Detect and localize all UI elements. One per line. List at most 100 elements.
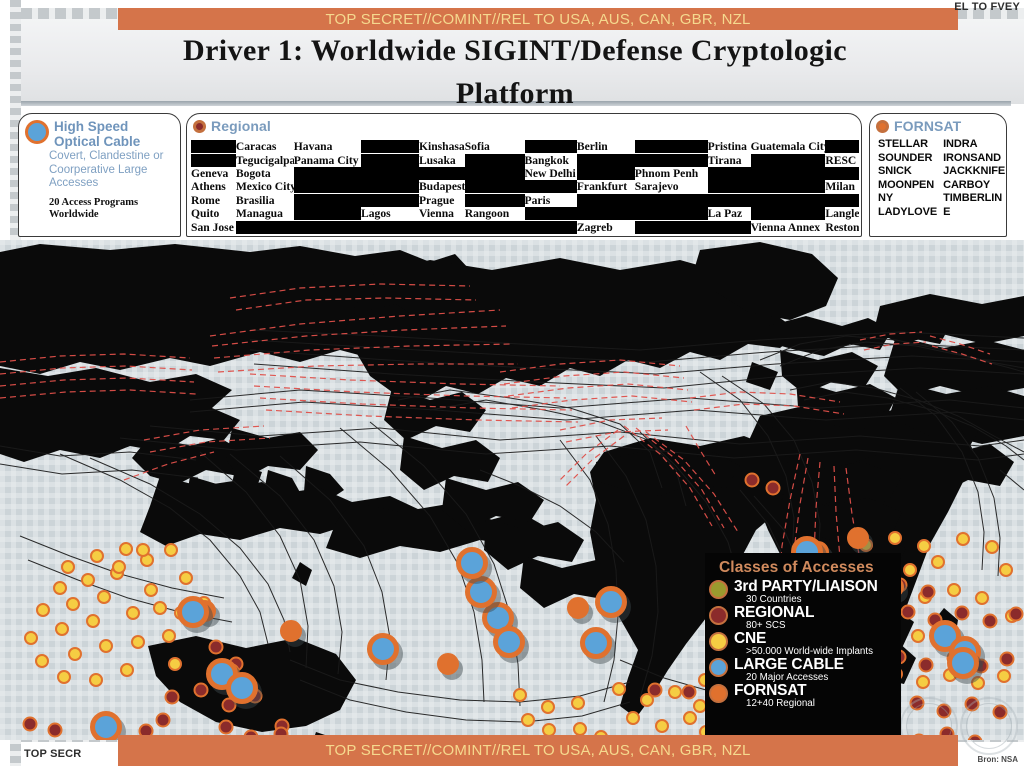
map-node-large-cable xyxy=(947,647,979,679)
map-node-regional xyxy=(1008,606,1024,622)
regional-box-header: Regional xyxy=(187,114,861,135)
legend-item: LARGE CABLE 20 Major Accesses xyxy=(705,657,901,683)
regional-dot-icon xyxy=(193,119,206,133)
map-node-regional xyxy=(765,480,781,496)
regional-site-grid: Caracas Havana Kinshasa Sofia Berlin Prist… xyxy=(191,140,859,235)
regional-site-name: Bogota xyxy=(235,166,271,180)
map-node-large-cable xyxy=(367,633,399,665)
regional-site-name: Mexico City xyxy=(235,180,294,194)
legend-dot-icon xyxy=(709,632,728,651)
regional-site-name: Berlin xyxy=(576,140,608,154)
map-node-regional xyxy=(918,657,934,673)
map-node-cne xyxy=(971,676,985,690)
map-node-cne xyxy=(571,696,585,710)
legend-item-label: CNE xyxy=(734,630,767,647)
map-node-cne xyxy=(975,591,989,605)
regional-row: San Jose Zagreb Vienna Annex Reston xyxy=(191,220,859,234)
map-node-cne xyxy=(999,563,1013,577)
map-node-cne xyxy=(81,573,95,587)
map-node-fornsat xyxy=(567,597,589,619)
map-node-cne xyxy=(57,670,71,684)
map-node-cne xyxy=(612,682,626,696)
regional-row: Rome Brasilia Prague Paris xyxy=(191,193,859,207)
map-node-cne xyxy=(89,673,103,687)
map-node-cne xyxy=(99,639,113,653)
map-node-cne xyxy=(119,542,133,556)
map-node-large-cable xyxy=(90,711,122,740)
legend-item-sublabel: 30 Countries xyxy=(746,594,802,605)
redacted-site-name xyxy=(191,140,236,154)
legend-dot-icon xyxy=(709,684,728,703)
map-node-regional xyxy=(900,604,916,620)
redacted-site-name xyxy=(293,180,362,194)
map-node-fornsat xyxy=(847,527,869,549)
regional-row: Athens Mexico City Budapest Frankfurt Sara… xyxy=(191,180,859,194)
redacted-site-name xyxy=(235,220,294,234)
top-right-classification-fragment: EL TO FVEY xyxy=(954,1,1020,13)
regional-site-name: Milan xyxy=(825,180,855,194)
redacted-site-name xyxy=(707,180,751,194)
redacted-site-name xyxy=(361,166,419,180)
map-node-regional xyxy=(647,682,663,698)
redacted-site-name xyxy=(576,166,635,180)
regional-site-name: New Delhi xyxy=(524,166,576,180)
map-node-cne xyxy=(126,606,140,620)
redacted-site-name xyxy=(293,207,362,221)
redacted-site-name xyxy=(750,207,826,221)
map-node-cne xyxy=(61,560,75,574)
map-node-regional xyxy=(164,689,180,705)
legend-item-label: FORNSAT xyxy=(734,682,807,699)
regional-site-name: Bangkok xyxy=(524,153,569,167)
redacted-site-name xyxy=(707,220,751,234)
redacted-site-name xyxy=(464,153,525,167)
map-node-cne xyxy=(956,532,970,546)
regional-site-name: Panama City xyxy=(293,153,359,167)
css-seal-watermark xyxy=(960,697,1018,755)
map-node-regional xyxy=(155,712,171,728)
fornsat-box-header: FORNSAT xyxy=(870,114,1006,135)
fornsat-column-1: STELLAR SOUNDER SNICK MOONPEN NY LADYLOVE xyxy=(878,138,937,220)
regional-site-name: Sarajevo xyxy=(634,180,679,194)
map-node-cne xyxy=(668,685,682,699)
fornsat-program-name: INDRA xyxy=(943,138,978,150)
map-node-cne xyxy=(144,583,158,597)
regional-site-name: Budapest xyxy=(418,180,465,194)
redacted-site-name xyxy=(464,166,525,180)
source-credit: Bron: NSA xyxy=(977,755,1018,764)
redacted-site-name xyxy=(634,207,708,221)
cable-box-header: High Speed Optical Cable xyxy=(19,114,180,149)
map-node-cne xyxy=(162,629,176,643)
fornsat-program-name: IRONSAND xyxy=(943,151,1001,164)
redacted-site-name xyxy=(707,166,751,180)
map-node-cne xyxy=(947,583,961,597)
map-node-cne xyxy=(68,647,82,661)
fornsat-program-name: MOONPEN xyxy=(878,178,935,191)
redacted-site-name xyxy=(750,193,826,207)
fornsat-program-name: SOUNDER xyxy=(878,151,933,164)
map-node-regional xyxy=(954,605,970,621)
map-node-large-cable xyxy=(595,586,627,618)
regional-site-name: La Paz xyxy=(707,207,743,221)
redacted-site-name xyxy=(750,153,826,167)
legend-item-sublabel: 12+40 Regional xyxy=(746,698,815,709)
regional-site-name: Lusaka xyxy=(418,153,456,167)
redacted-site-name xyxy=(825,140,859,154)
map-node-cne xyxy=(931,555,945,569)
map-node-large-cable xyxy=(465,576,497,608)
legend-item-sublabel: >50.000 World-wide Implants xyxy=(746,646,873,657)
regional-site-name: Rome xyxy=(191,193,220,207)
map-node-cne xyxy=(66,597,80,611)
cable-note-line2: Worldwide xyxy=(49,209,99,221)
regional-site-name: RESC xyxy=(825,153,857,167)
regional-row: Tegucigalpa Panama City Lusaka Bangkok Ti… xyxy=(191,153,859,167)
map-node-fornsat xyxy=(280,620,302,642)
regional-site-name: Caracas xyxy=(235,140,277,154)
fornsat-program-name: E xyxy=(943,205,951,218)
regional-row: Geneva Bogota New Delhi Phnom Penh xyxy=(191,166,859,180)
legend-item-sublabel: 80+ SCS xyxy=(746,620,786,631)
regional-site-name: San Jose xyxy=(191,220,234,234)
legend-item-label: 3rd PARTY/LIAISON xyxy=(734,578,878,595)
regional-site-name: Frankfurt xyxy=(576,180,628,194)
regional-site-name: Brasilia xyxy=(235,193,275,207)
redacted-site-name xyxy=(191,153,236,167)
